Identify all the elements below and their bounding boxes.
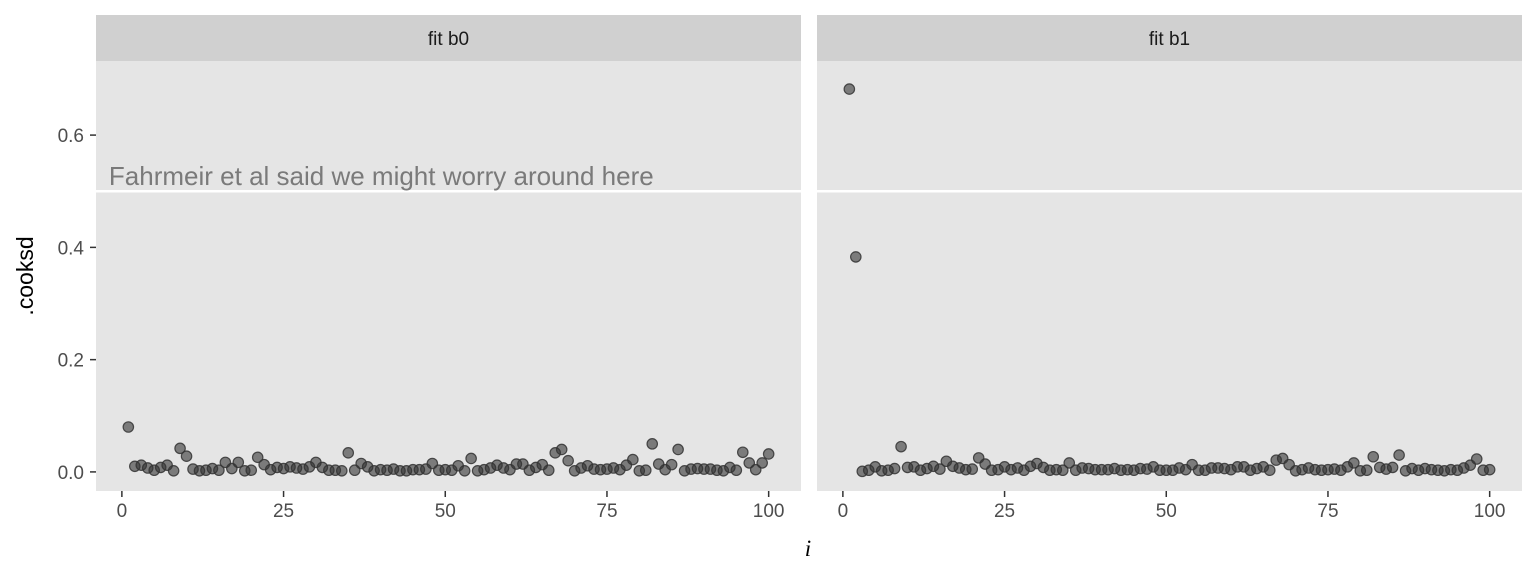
facet-strip-label: fit b0: [428, 29, 469, 50]
x-tick-label: 25: [994, 501, 1015, 522]
data-point: [122, 421, 135, 433]
data-point: [245, 464, 258, 477]
data-point: [1483, 463, 1496, 476]
y-tick-label: 0.6: [58, 126, 84, 147]
facet-panels: fit b0 Fahrmeir et al said we might worry…: [96, 15, 1522, 491]
data-point: [665, 458, 678, 471]
data-point: [174, 442, 186, 455]
data-point: [1056, 464, 1069, 477]
data-point: [762, 448, 775, 460]
data-point: [458, 464, 471, 477]
y-axis-title: .cooksd: [12, 236, 38, 315]
data-point: [1470, 453, 1483, 465]
x-tick-label: 50: [435, 501, 456, 522]
x-tick-label: 75: [596, 501, 617, 522]
facet-strip-label: fit b1: [1149, 29, 1190, 50]
x-tick-label: 0: [838, 501, 849, 522]
y-tick-label: 0.2: [58, 351, 84, 372]
panel-background: [96, 61, 801, 491]
data-point: [465, 452, 477, 465]
x-axis-title: i: [805, 536, 811, 561]
data-point: [646, 438, 659, 450]
data-point: [1360, 464, 1373, 477]
data-point: [180, 450, 193, 462]
data-point: [1348, 457, 1360, 469]
y-axis: 0.0 0.2 0.4 0.6: [58, 126, 96, 484]
data-point: [843, 83, 856, 95]
data-point: [639, 464, 652, 477]
y-tick-label: 0.4: [58, 238, 85, 259]
data-point: [1063, 457, 1076, 469]
data-point: [562, 454, 574, 467]
x-tick-label: 25: [273, 501, 294, 522]
x-tick-label: 100: [753, 501, 785, 522]
data-point: [895, 440, 907, 453]
x-tick-label: 50: [1156, 501, 1177, 522]
data-point: [232, 456, 245, 469]
data-point: [966, 463, 979, 475]
data-point: [335, 464, 348, 477]
reference-annotation: Fahrmeir et al said we might worry aroun…: [109, 161, 654, 191]
y-tick-label: 0.0: [58, 463, 84, 484]
data-point: [850, 251, 862, 263]
data-point: [1367, 450, 1380, 463]
data-point: [1393, 449, 1405, 461]
data-point: [627, 453, 639, 466]
data-point: [730, 464, 743, 477]
data-point: [672, 443, 684, 456]
facet-panel-2: fit b1: [817, 15, 1522, 491]
x-tick-label: 75: [1317, 501, 1338, 522]
facet-strip: [96, 15, 801, 61]
data-point: [342, 447, 355, 459]
data-point: [934, 463, 946, 475]
data-point: [736, 446, 749, 459]
x-tick-label: 100: [1474, 501, 1506, 522]
data-point: [555, 443, 568, 456]
x-axes: 0 25 50 75 100 0 25 50 75 100: [117, 491, 1506, 522]
panel-background: [817, 61, 1522, 491]
data-point: [1386, 461, 1399, 474]
data-point: [251, 451, 264, 464]
data-point: [213, 464, 225, 477]
data-point: [756, 457, 768, 469]
facet-strip: [817, 15, 1522, 61]
data-point: [1263, 464, 1276, 477]
x-tick-label: 0: [117, 501, 128, 522]
data-point: [167, 464, 180, 477]
facet-panel-1: fit b0 Fahrmeir et al said we might worry…: [96, 15, 801, 491]
data-point: [888, 462, 901, 475]
data-point: [542, 464, 555, 477]
